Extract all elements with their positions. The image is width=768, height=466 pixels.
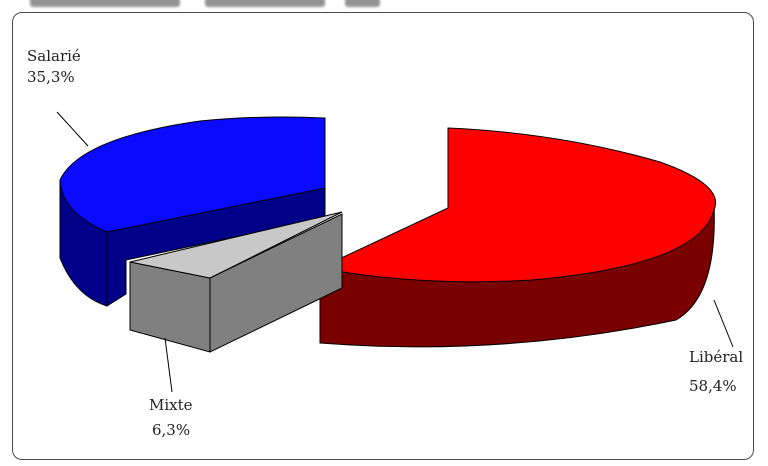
label-salarie: Salarié bbox=[27, 47, 81, 65]
slice-mixte-top bbox=[129, 211, 343, 279]
slice-liberal bbox=[318, 127, 716, 348]
value-salarie: 35,3% bbox=[27, 68, 75, 86]
label-liberal: Libéral bbox=[689, 348, 743, 366]
slice-mixte bbox=[129, 211, 343, 353]
slice-salarie-top bbox=[59, 116, 326, 233]
value-liberal: 58,4% bbox=[689, 377, 737, 395]
slice-mixte-side bbox=[209, 213, 343, 353]
slice-salarie bbox=[59, 116, 326, 307]
leader-line-liberal bbox=[713, 299, 734, 348]
leader-line-salarie bbox=[56, 111, 89, 147]
slice-liberal-top bbox=[318, 127, 716, 283]
label-mixte: Mixte bbox=[149, 396, 193, 414]
value-mixte: 6,3% bbox=[152, 421, 190, 439]
caption-strip bbox=[0, 0, 768, 12]
leader-line-mixte bbox=[164, 337, 173, 393]
